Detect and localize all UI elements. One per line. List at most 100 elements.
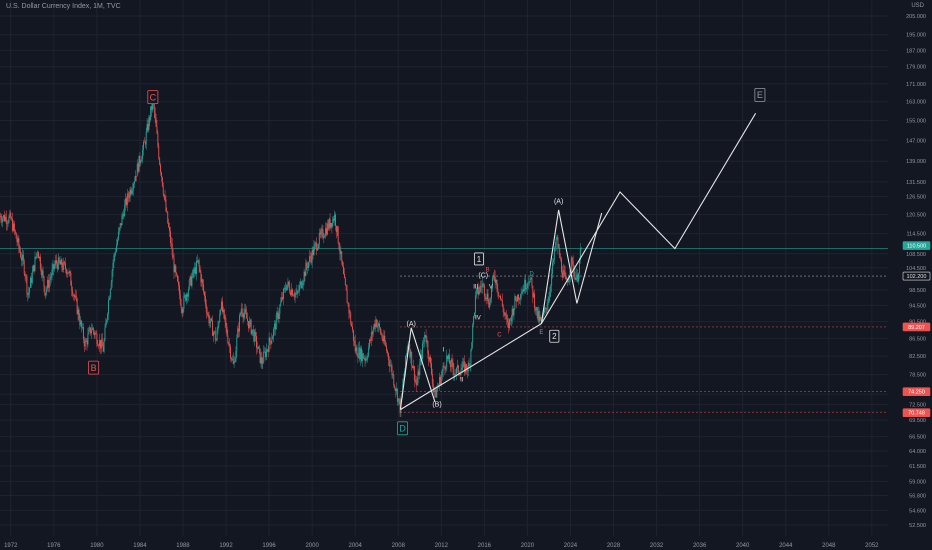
candle-body	[530, 277, 532, 279]
x-tick-label: 2036	[693, 543, 707, 549]
candle-body	[487, 293, 489, 303]
price-axis[interactable]: 205.000 195.000 187.000 179.000 171.000 163.0…	[906, 14, 926, 529]
candle-body	[41, 270, 43, 276]
candle-body	[422, 342, 424, 344]
time-axis-panel[interactable]	[0, 536, 888, 550]
candle-body	[571, 257, 573, 261]
candle-body	[56, 260, 57, 264]
price-badge-label: 70.748	[908, 411, 925, 417]
candle-body	[58, 257, 60, 263]
candle-body	[82, 326, 84, 340]
candle-body	[197, 260, 199, 262]
y-tick-label: 187.000	[906, 48, 926, 54]
candle-body	[223, 309, 225, 315]
candle-body	[53, 264, 55, 269]
y-tick-label: 61.500	[909, 464, 926, 470]
x-tick-label: 2000	[305, 543, 319, 549]
candle-body	[318, 232, 320, 245]
candle-body	[170, 242, 172, 245]
candle-body	[71, 285, 73, 291]
price-badge	[902, 408, 931, 418]
candle-body	[273, 328, 275, 337]
candle-body	[257, 346, 259, 349]
candle-body	[480, 286, 482, 287]
wave-label: (B)	[432, 401, 441, 408]
candle-body	[11, 218, 13, 220]
candle-body	[14, 230, 16, 233]
candle-body	[59, 262, 61, 265]
projection-wave-path	[399, 327, 436, 410]
candle-body	[459, 374, 461, 375]
candle-body	[422, 343, 423, 359]
candle-body	[21, 254, 23, 261]
candle-body	[86, 340, 88, 345]
candle-body	[66, 272, 68, 275]
candle-body	[564, 271, 566, 277]
candle-body	[353, 340, 355, 342]
candle-body	[65, 269, 67, 275]
candle-body	[396, 388, 397, 392]
wave-label-box	[473, 252, 484, 266]
candle-body	[146, 124, 148, 132]
candle-body	[451, 359, 453, 363]
price-badge-label: 89.207	[908, 325, 925, 331]
candle-body	[314, 243, 316, 247]
candle-body	[573, 271, 575, 273]
candle-body	[527, 283, 529, 285]
candle-body	[297, 291, 299, 292]
candle-body	[22, 254, 24, 261]
candle-body	[430, 363, 432, 374]
candle-body	[535, 307, 537, 311]
candle-body	[299, 285, 301, 291]
candle-body	[315, 242, 317, 244]
candle-body	[144, 142, 146, 145]
candle-body	[161, 176, 163, 187]
candle-body	[441, 371, 443, 376]
candle-body	[447, 355, 449, 359]
candle-body	[300, 281, 301, 286]
candle-body	[108, 297, 110, 300]
candle-body	[45, 292, 47, 296]
candle-body	[358, 347, 360, 358]
candle-body	[404, 355, 406, 371]
candle-body	[325, 228, 327, 237]
candle-body	[291, 289, 292, 296]
wave-label-box	[397, 421, 409, 436]
candle-body	[579, 249, 581, 261]
candle-body	[218, 321, 220, 326]
candle-body	[236, 337, 238, 352]
candle-body	[526, 288, 527, 290]
candle-body	[87, 333, 89, 345]
candle-body	[417, 371, 419, 383]
candle-body	[179, 294, 181, 305]
candle-body	[378, 323, 379, 326]
candle-body	[576, 274, 578, 279]
candle-body	[38, 252, 40, 259]
candle-body	[321, 229, 323, 231]
candle-body	[374, 324, 376, 327]
time-axis[interactable]: 1972 1976 1980 1984 1988 1992 1996 2000 2004 2008…	[4, 543, 879, 549]
candle-body	[136, 163, 138, 177]
candle-body	[367, 355, 369, 359]
candle-body	[217, 325, 219, 331]
candle-body	[471, 342, 473, 350]
candle-body	[491, 288, 492, 299]
candle-body	[575, 278, 577, 280]
wave-label: D	[399, 424, 406, 434]
candle-body	[502, 305, 504, 313]
price-axis-panel[interactable]	[888, 0, 932, 538]
candle-body	[140, 161, 142, 164]
candle-body	[194, 267, 196, 274]
price-badge-label: 74.250	[908, 390, 925, 396]
candle-body	[48, 280, 50, 288]
y-tick-label: 54.600	[909, 508, 926, 514]
candle-body	[578, 273, 579, 282]
candle-body	[465, 364, 467, 371]
candle-body	[335, 214, 336, 226]
x-tick-label: 2032	[650, 543, 664, 549]
candle-body	[550, 286, 552, 293]
candle-body	[331, 223, 333, 227]
candle-body	[368, 347, 370, 356]
y-tick-label: 179.000	[906, 65, 926, 71]
